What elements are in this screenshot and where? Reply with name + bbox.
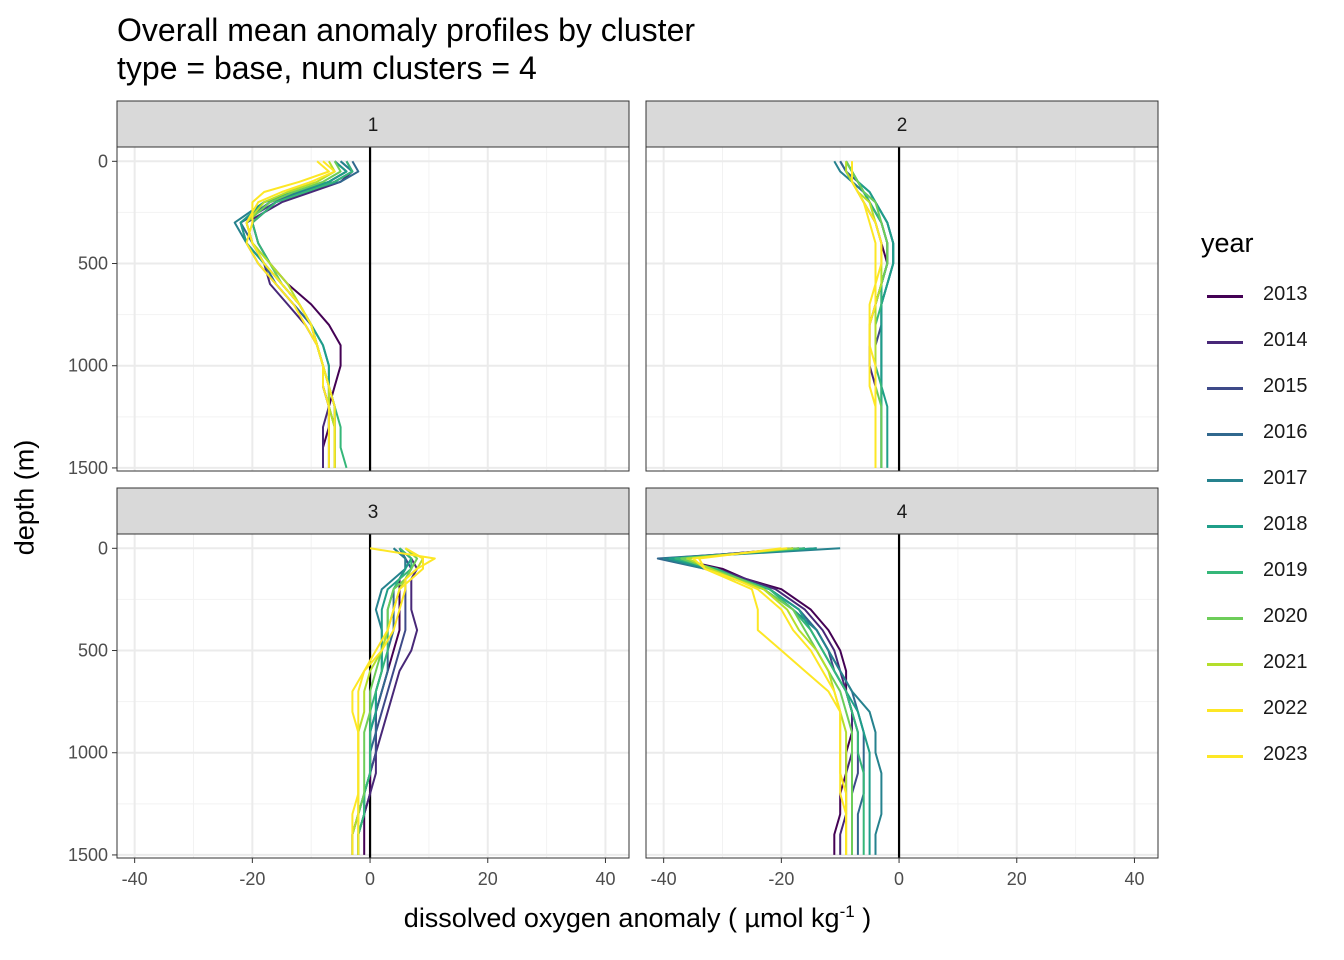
series-line-2023 xyxy=(351,547,436,855)
legend-swatch xyxy=(1207,709,1243,712)
legend-label: 2021 xyxy=(1263,651,1308,673)
facet-strip-4 xyxy=(645,487,1159,535)
series-line-2022 xyxy=(245,160,336,468)
legend-title: year xyxy=(1201,228,1254,258)
legend-label: 2017 xyxy=(1263,467,1308,489)
chart-area: 1 0 500 1000 1500 2 3 0 500 1000 1500 -40 -20 0 20 40 4 -… xyxy=(68,100,1159,889)
chart-subtitle: type = base, num clusters = 4 xyxy=(117,50,537,86)
y-tick-label: 1000 xyxy=(68,356,108,376)
facet-strip-label: 2 xyxy=(897,115,908,136)
legend-item-2017: 2017 xyxy=(1207,465,1337,495)
legend-item-2013: 2013 xyxy=(1207,281,1337,311)
legend-item-2023: 2023 xyxy=(1207,741,1337,771)
legend-item-2018: 2018 xyxy=(1207,511,1337,541)
legend-label: 2022 xyxy=(1263,697,1308,719)
legend-swatch xyxy=(1207,433,1243,436)
legend-label: 2013 xyxy=(1263,283,1308,305)
legend-item-2016: 2016 xyxy=(1207,419,1337,449)
facet-strip-label: 1 xyxy=(368,115,379,136)
y-tick-label: 0 xyxy=(98,538,108,558)
series-line-2023 xyxy=(851,161,877,468)
legend-label: 2018 xyxy=(1263,513,1308,535)
y-tick-label: 1500 xyxy=(68,458,108,478)
legend-label: 2015 xyxy=(1263,375,1308,397)
facet-strip-label: 3 xyxy=(368,502,379,523)
x-axis-title: dissolved oxygen anomaly ( µmol kg-1 ) xyxy=(403,902,872,933)
legend-label: 2019 xyxy=(1263,559,1308,581)
legend-item-2020: 2020 xyxy=(1207,603,1337,633)
legend-swatch xyxy=(1207,663,1243,666)
legend-swatch xyxy=(1207,571,1243,574)
x-tick-label: 0 xyxy=(365,869,375,889)
facet-strip-2 xyxy=(645,100,1159,148)
legend-swatch xyxy=(1207,755,1243,758)
x-tick-label: -40 xyxy=(651,869,677,889)
y-tick-label: 500 xyxy=(78,641,108,661)
facet-strip-label: 4 xyxy=(897,502,908,523)
legend-item-2019: 2019 xyxy=(1207,557,1337,587)
series-line-2020 xyxy=(680,547,853,855)
legend-swatch xyxy=(1207,295,1243,298)
legend-item-2015: 2015 xyxy=(1207,373,1337,403)
panel-border xyxy=(116,533,630,859)
legend-item-2021: 2021 xyxy=(1207,649,1337,679)
legend-label: 2023 xyxy=(1263,743,1308,765)
legend-label: 2014 xyxy=(1263,329,1308,351)
y-tick-label: 500 xyxy=(78,254,108,274)
legend-swatch xyxy=(1207,617,1243,620)
legend-swatch xyxy=(1207,525,1243,528)
chart-title: Overall mean anomaly profiles by cluster xyxy=(117,12,696,48)
legend-swatch xyxy=(1207,479,1243,482)
y-tick-label: 1500 xyxy=(68,845,108,865)
panel-border xyxy=(645,533,1159,859)
legend-swatch xyxy=(1207,341,1243,344)
panel-border xyxy=(645,146,1159,472)
x-tick-label: 40 xyxy=(1124,869,1144,889)
legend-item-2014: 2014 xyxy=(1207,327,1337,357)
x-tick-label: 20 xyxy=(1007,869,1027,889)
x-tick-label: -20 xyxy=(768,869,794,889)
legend-label: 2020 xyxy=(1263,605,1308,627)
series-line-2022 xyxy=(692,547,848,855)
y-tick-label: 1000 xyxy=(68,743,108,763)
panel-border xyxy=(116,146,630,472)
legend-label: 2016 xyxy=(1263,421,1308,443)
series-line-2018 xyxy=(845,160,895,468)
series-line-2023 xyxy=(698,547,848,855)
x-tick-label: -40 xyxy=(122,869,148,889)
y-axis-title: depth (m) xyxy=(9,439,40,556)
legend-swatch xyxy=(1207,387,1243,390)
x-tick-label: 20 xyxy=(478,869,498,889)
x-tick-label: 0 xyxy=(894,869,904,889)
x-tick-label: -20 xyxy=(239,869,265,889)
x-tick-label: 40 xyxy=(595,869,615,889)
series-line-2023 xyxy=(245,160,336,468)
y-tick-label: 0 xyxy=(98,151,108,171)
legend-item-2022: 2022 xyxy=(1207,695,1337,725)
